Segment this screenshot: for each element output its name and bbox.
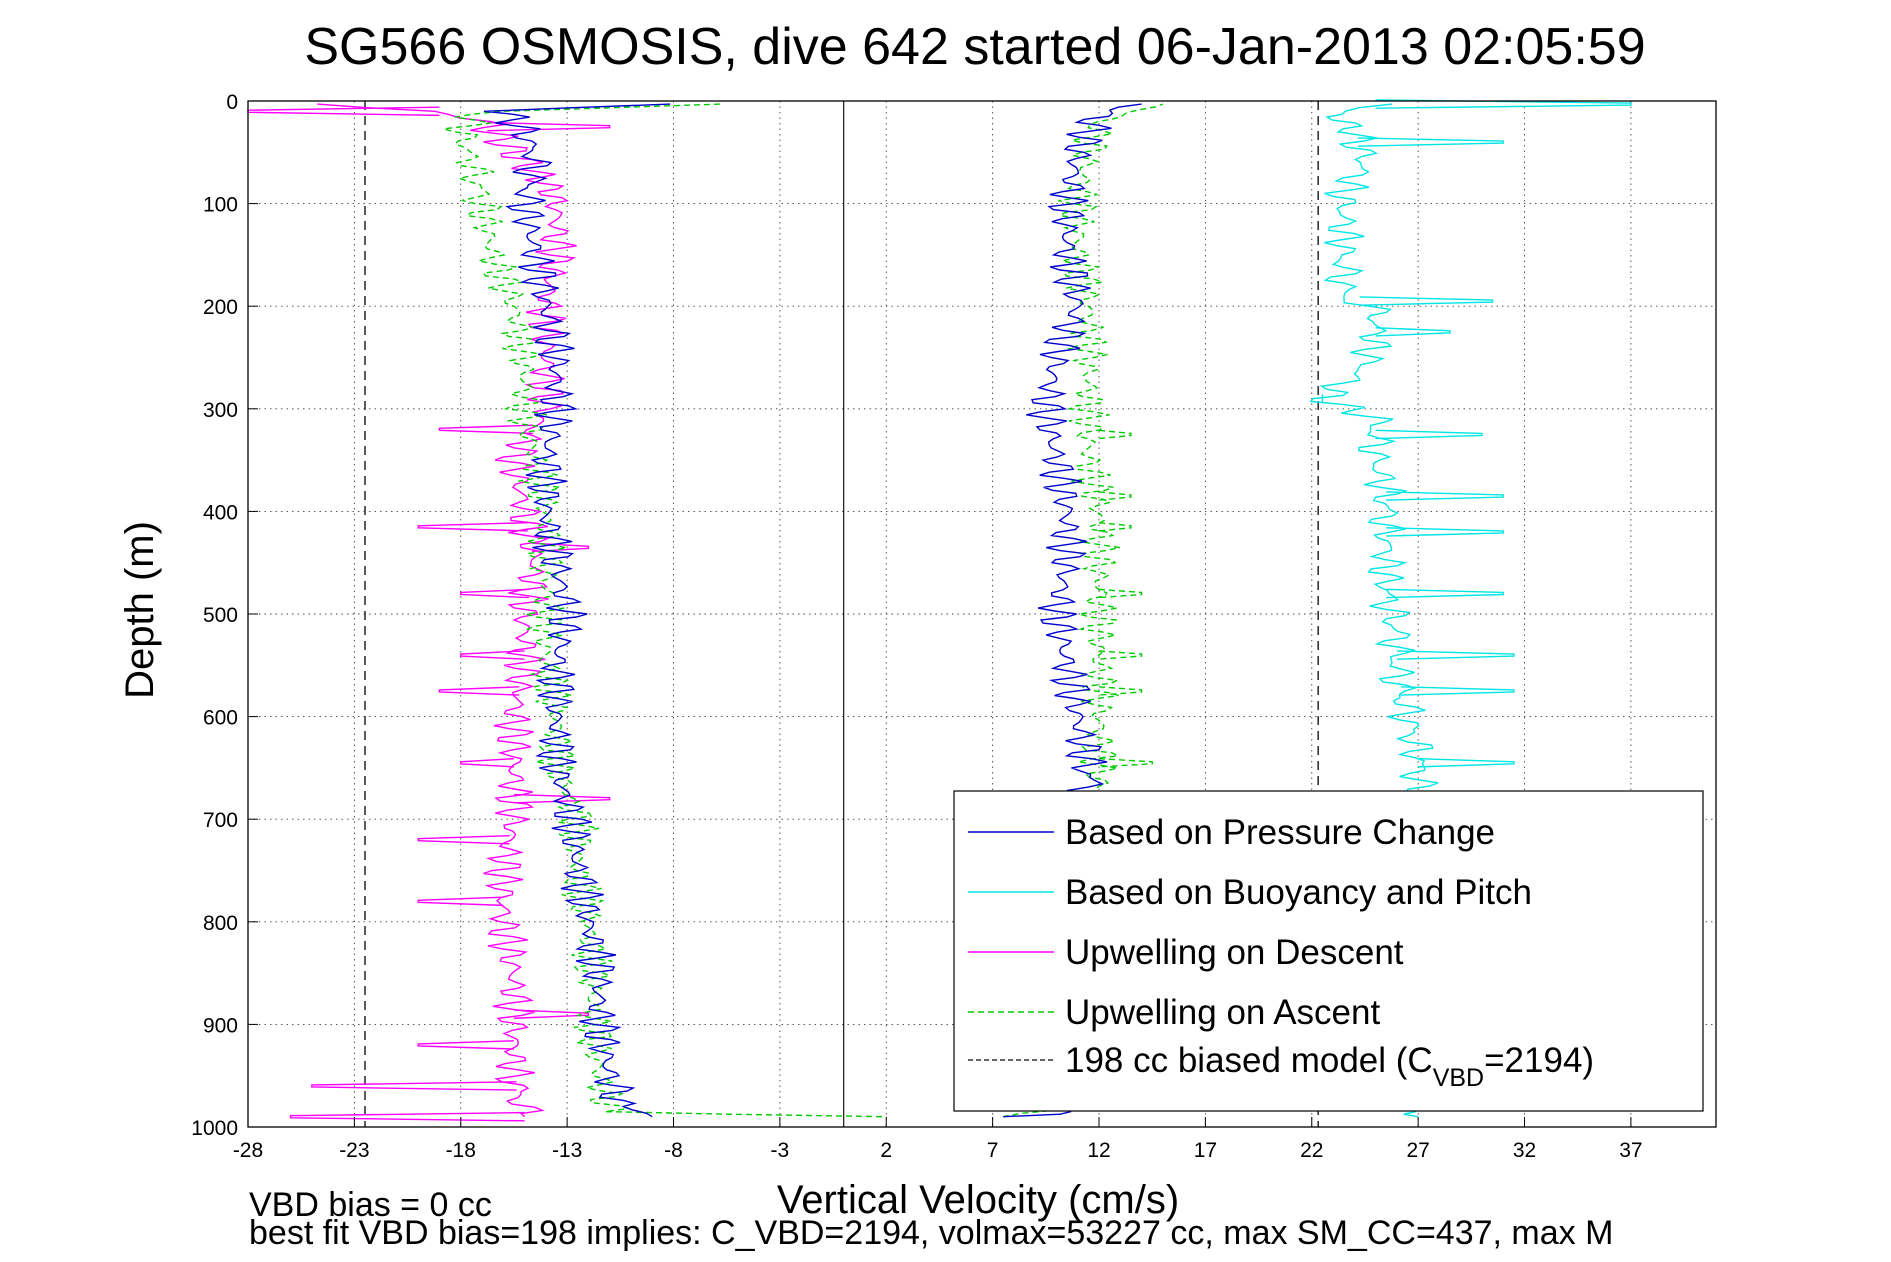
series-spike-upwelling-on-descent	[460, 588, 529, 599]
y-axis-ticks: 0 100 200 300 400 500 600 700 800 900 1000	[191, 91, 258, 1140]
series-spike-based-on-buoyancy-and-pitch	[1396, 650, 1515, 660]
series-spike-based-on-buoyancy-and-pitch	[1386, 527, 1504, 537]
footer-line-2: best fit VBD bias=198 implies: C_VBD=219…	[249, 1214, 1613, 1252]
legend-box	[953, 790, 1704, 1112]
x-tick-label: 17	[1194, 1139, 1217, 1162]
footer-line-1: VBD bias = 0 cc	[249, 1186, 492, 1224]
series-spike-based-on-buoyancy-and-pitch	[1418, 757, 1515, 768]
chart-title: SG566 OSMOSIS, dive 642 started 06-Jan-2…	[304, 18, 1645, 76]
y-tick-label: 900	[203, 1014, 238, 1037]
x-tick-label: 2	[880, 1139, 892, 1162]
series-based-on-buoyancy-and-pitch	[1403, 1110, 1419, 1118]
x-tick-label: -18	[446, 1139, 476, 1162]
y-tick-label: 500	[203, 604, 238, 627]
series-spike-upwelling-on-descent	[531, 542, 590, 553]
series-upwelling-on-ascent	[443, 103, 887, 1118]
y-tick-label: 400	[203, 501, 238, 524]
x-tick-label: 22	[1300, 1139, 1323, 1162]
x-tick-label: -23	[339, 1139, 369, 1162]
legend-label-upwelling-on-descent: Upwelling on Descent	[1065, 933, 1404, 972]
x-tick-label: -28	[233, 1139, 263, 1162]
legend: Based on Pressure Change Based on Buoyanc…	[953, 790, 1704, 1112]
series-spike-based-on-buoyancy-and-pitch	[1386, 491, 1504, 501]
x-axis-ticks: -28 -23 -18 -13 -8 -3 2 7 12 17 22 27 32 37	[233, 1117, 1643, 1162]
x-tick-label: 27	[1406, 1139, 1429, 1162]
x-tick-label: 7	[987, 1139, 999, 1162]
series-spike-upwelling-on-ascent	[1098, 588, 1143, 599]
x-tick-label: -3	[771, 1139, 790, 1162]
series-spike-upwelling-on-descent	[513, 1009, 590, 1019]
series-spike-upwelling-on-descent	[417, 896, 504, 907]
y-tick-label: 600	[203, 707, 238, 730]
series-spike-upwelling-on-descent	[417, 1040, 514, 1050]
y-tick-label: 200	[203, 296, 238, 319]
series-based-on-buoyancy-and-pitch	[1309, 103, 1439, 799]
series-based-on-pressure-change	[483, 103, 671, 1118]
series-spike-upwelling-on-descent	[289, 1111, 525, 1122]
legend-label-based-on-pressure-change: Based on Pressure Change	[1065, 813, 1495, 852]
series-spike-upwelling-on-ascent	[1098, 650, 1143, 660]
series-spike-upwelling-on-descent	[460, 650, 525, 660]
x-tick-label: -8	[664, 1139, 683, 1162]
series-spike-upwelling-on-descent	[311, 1081, 517, 1091]
x-axis-label: Vertical Velocity (cm/s)	[777, 1178, 1179, 1222]
x-tick-label: 37	[1619, 1139, 1642, 1162]
y-tick-label: 700	[203, 809, 238, 832]
series-spike-upwelling-on-descent	[460, 757, 514, 768]
series-spike-upwelling-on-descent	[513, 793, 611, 804]
series-upwelling-on-descent	[317, 103, 577, 1118]
series-spike-based-on-buoyancy-and-pitch	[1359, 296, 1494, 306]
series-spike-based-on-buoyancy-and-pitch	[1375, 429, 1483, 440]
grid-lines	[247, 100, 1716, 1128]
x-tick-label: -13	[552, 1139, 582, 1162]
series-spike-upwelling-on-ascent	[1098, 491, 1132, 501]
legend-label-based-on-buoyancy-and-pitch: Based on Buoyancy and Pitch	[1065, 873, 1532, 912]
series-spike-upwelling-on-descent	[487, 121, 611, 132]
y-tick-label: 100	[203, 194, 238, 217]
y-tick-label: 1000	[191, 1117, 238, 1140]
y-axis-label: Depth (m)	[118, 521, 162, 699]
series-spike-upwelling-on-descent	[438, 424, 534, 435]
y-tick-label: 800	[203, 912, 238, 935]
series-spike-upwelling-on-ascent	[1098, 521, 1132, 532]
y-tick-label: 0	[226, 91, 238, 114]
series-spike-upwelling-on-descent	[417, 521, 528, 532]
series-spike-upwelling-on-ascent	[1098, 429, 1132, 440]
series-spike-upwelling-on-descent	[417, 834, 510, 845]
legend-label-upwelling-on-ascent: Upwelling on Ascent	[1065, 993, 1380, 1032]
series-spike-based-on-buoyancy-and-pitch	[1400, 686, 1515, 696]
series-spike-upwelling-on-ascent	[1098, 686, 1143, 696]
series-spike-upwelling-on-descent	[247, 106, 440, 117]
series-spike-upwelling-on-descent	[438, 686, 520, 696]
y-tick-label: 300	[203, 399, 238, 422]
x-tick-label: 12	[1087, 1139, 1110, 1162]
series-spike-upwelling-on-ascent	[1098, 757, 1153, 768]
series-spike-based-on-buoyancy-and-pitch	[1386, 588, 1504, 599]
series-spike-based-on-buoyancy-and-pitch	[1375, 327, 1451, 337]
series-spike-based-on-buoyancy-and-pitch	[1357, 137, 1504, 147]
x-tick-label: 32	[1513, 1139, 1536, 1162]
